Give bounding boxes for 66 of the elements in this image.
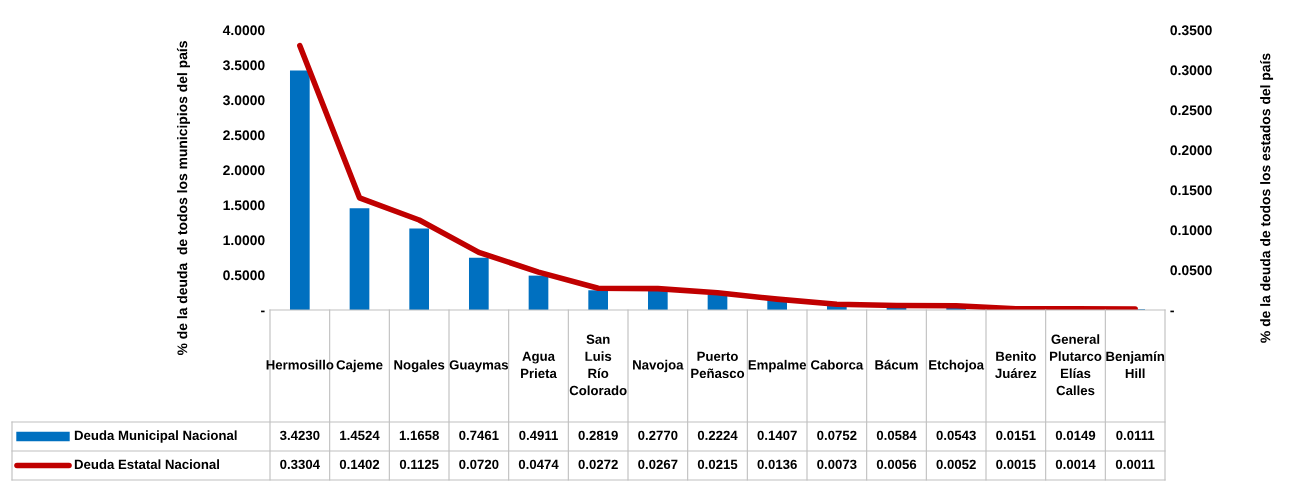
data-label: 0.0149: [1055, 430, 1096, 441]
y-tick-label: 1.0000: [223, 235, 265, 246]
y2-tick-label: 0.0500: [1170, 265, 1212, 276]
x-tick-label: Etchojoa: [929, 359, 985, 373]
x-tick-label: Agua Prieta: [521, 351, 557, 379]
y-tick-label: 2.0000: [223, 165, 265, 176]
y-tick-label: 3.5000: [222, 60, 265, 71]
data-label: 0.2819: [578, 430, 618, 441]
x-tick-label: Empalme: [748, 359, 807, 373]
data-label: 0.0015: [996, 459, 1036, 470]
data-label: 0.0151: [996, 430, 1036, 441]
data-label: 0.7461: [459, 430, 499, 441]
y2-tick-label: 0.1500: [1170, 185, 1212, 196]
x-tick-label: Nogales: [394, 359, 445, 373]
data-label: 0.0215: [697, 459, 738, 470]
data-label: 0.1407: [757, 430, 797, 441]
data-label: 0.1125: [399, 459, 439, 470]
data-label: 0.4911: [519, 430, 558, 441]
data-label: 0.2224: [697, 430, 738, 441]
y-tick-label: -: [261, 310, 265, 313]
x-tick-label: Hermosillo: [266, 359, 334, 370]
y2-tick-label: 0.2000: [1170, 145, 1212, 156]
x-tick-label: General Plutarco Elías Calles: [1049, 334, 1102, 396]
data-label: 0.0073: [817, 459, 857, 470]
data-label: 0.1402: [339, 459, 380, 470]
data-label: 0.0111: [1116, 430, 1155, 441]
y2-tick-label: -: [1170, 310, 1174, 313]
y2-tick-label: 0.3000: [1170, 65, 1212, 76]
data-label: 0.0011: [1115, 459, 1155, 470]
data-label: 0.2770: [638, 430, 678, 441]
x-tick-label: San Luis Río Colorado: [569, 334, 627, 396]
data-label: 0.0543: [936, 430, 976, 441]
data-label: 0.0752: [817, 430, 857, 441]
data-label: 0.0584: [876, 430, 917, 441]
y2-axis-title: % de la deuda de todos los estados del país: [1260, 53, 1274, 343]
data-label: 0.0136: [757, 459, 797, 470]
legend-label: Deuda Municipal Nacional: [74, 430, 237, 443]
y-tick-label: 2.5000: [223, 130, 265, 141]
x-tick-label: Cajeme: [336, 359, 383, 373]
data-label: 0.0014: [1055, 459, 1096, 470]
data-label: 0.0474: [518, 459, 559, 470]
x-tick-label: Bácum: [875, 359, 918, 370]
x-tick-label: Guaymas: [449, 360, 508, 373]
y-tick-label: 3.0000: [222, 95, 265, 106]
data-label: 0.0267: [638, 459, 678, 470]
x-tick-label: Puerto Peñasco: [691, 351, 745, 379]
y-axis-title: % de la deuda de todos los municipios del país: [176, 41, 190, 356]
x-tick-label: Benjamín Hill: [1106, 351, 1165, 379]
y-tick-label: 1.5000: [223, 200, 265, 211]
x-tick-label: Caborca: [810, 359, 864, 370]
x-tick-label: Navojoa: [633, 359, 684, 373]
data-label: 0.0056: [876, 459, 917, 470]
data-label: 1.1658: [399, 430, 439, 441]
data-label: 3.4230: [279, 430, 320, 441]
data-label: 0.0720: [459, 459, 499, 470]
y2-tick-label: 0.3500: [1170, 25, 1212, 36]
data-label: 0.0052: [936, 459, 976, 470]
data-label: 1.4524: [340, 430, 380, 441]
x-tick-label: Benito Juárez: [995, 351, 1037, 379]
y2-tick-label: 0.1000: [1170, 225, 1212, 236]
y-tick-label: 4.0000: [222, 25, 265, 36]
data-label: 0.3304: [280, 459, 320, 470]
y2-tick-label: 0.2500: [1170, 105, 1212, 116]
y-tick-label: 0.5000: [223, 270, 265, 281]
legend-label: Deuda Estatal Nacional: [74, 459, 219, 470]
data-label: 0.0272: [578, 459, 618, 470]
